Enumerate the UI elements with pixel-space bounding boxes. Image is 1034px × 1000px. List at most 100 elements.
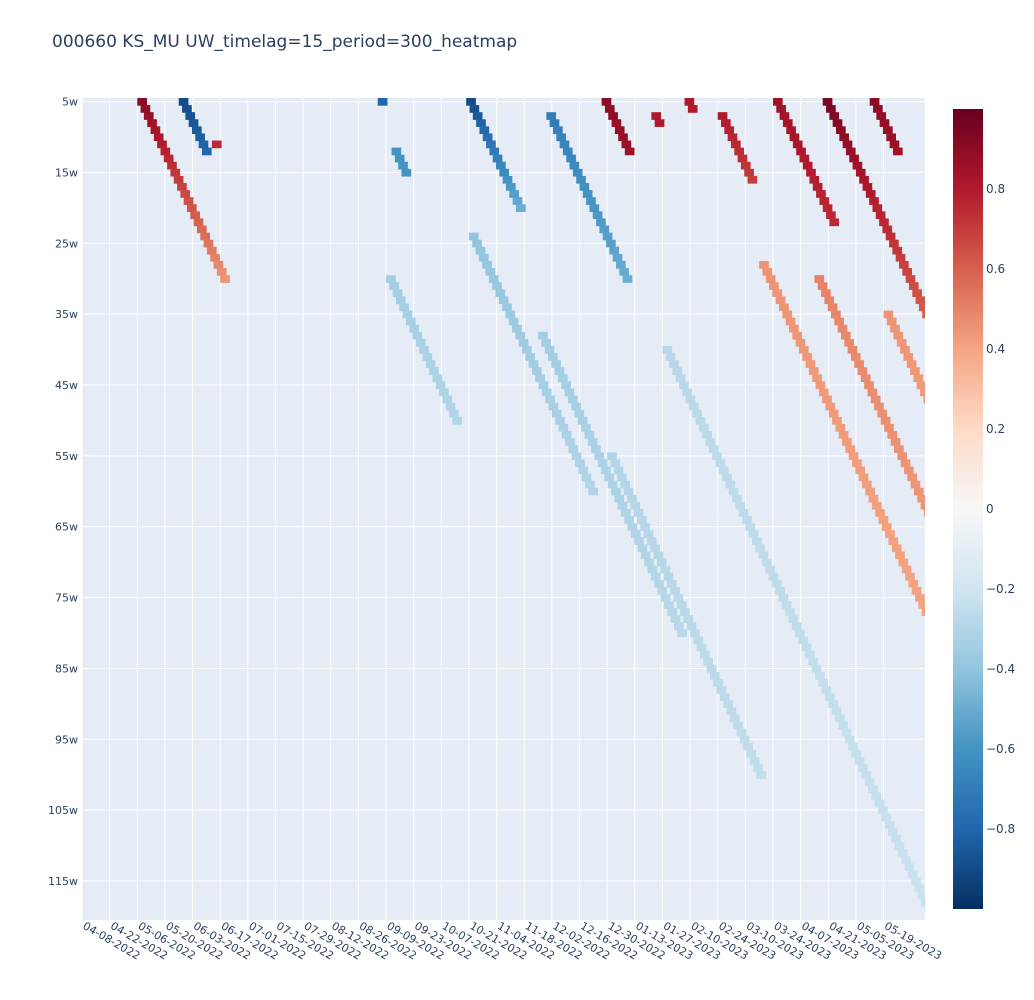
heatmap-cell — [877, 409, 888, 418]
y-tick-label: 35w — [55, 308, 78, 321]
heatmap-cell — [748, 530, 759, 538]
heatmap-cell — [670, 586, 680, 595]
heatmap-cell — [879, 119, 890, 127]
heatmap-cell — [808, 367, 819, 375]
heatmap-cell — [198, 140, 209, 149]
heatmap-cell — [686, 622, 697, 631]
heatmap-cell — [402, 310, 413, 319]
heatmap-cell — [730, 140, 741, 149]
heatmap-cell — [545, 395, 555, 404]
heatmap-cell — [822, 98, 833, 106]
heatmap-cell — [758, 551, 769, 560]
heatmap-cell — [644, 558, 654, 567]
heatmap-cell — [425, 360, 436, 368]
heatmap-cell — [884, 423, 894, 432]
heatmap-cell — [682, 388, 693, 397]
heatmap-cell — [1003, 566, 1013, 574]
heatmap-cell — [903, 353, 914, 361]
heatmap-cell — [882, 126, 893, 135]
heatmap-cell — [555, 416, 565, 425]
colorbar-tick-label: −0.4 — [986, 662, 1015, 676]
heatmap-cell — [210, 253, 220, 262]
heatmap-cell — [488, 275, 499, 283]
heatmap-cell — [604, 473, 615, 482]
heatmap-cell — [551, 409, 562, 418]
heatmap-cell — [898, 558, 909, 567]
heatmap-cell — [579, 183, 590, 191]
heatmap-cell — [892, 147, 903, 156]
heatmap-cell — [1023, 722, 1033, 730]
heatmap-cell — [660, 565, 670, 574]
heatmap-cell — [744, 168, 754, 177]
heatmap-cell — [636, 516, 647, 524]
heatmap-cell — [698, 423, 709, 432]
heatmap-cell — [551, 360, 561, 368]
heatmap-cells — [137, 98, 1034, 914]
heatmap-cell — [650, 572, 661, 581]
heatmap-cell — [742, 516, 752, 524]
heatmap-cell — [495, 289, 506, 298]
heatmap-cell — [630, 530, 641, 538]
heatmap-cell — [665, 353, 676, 361]
heatmap-cell — [926, 318, 936, 326]
heatmap-cell — [612, 253, 623, 262]
colorbar-tick-label: 0.6 — [986, 262, 1005, 276]
y-tick-label: 95w — [55, 733, 78, 746]
heatmap-cell — [885, 530, 895, 538]
heatmap-cell — [895, 551, 905, 560]
heatmap-cell — [509, 190, 519, 198]
heatmap-cell — [850, 353, 861, 361]
heatmap-cell — [140, 105, 151, 113]
heatmap-cell — [896, 338, 907, 347]
heatmap-cell — [726, 707, 737, 716]
heatmap-cell — [723, 700, 733, 709]
heatmap-cell — [798, 636, 809, 645]
heatmap-cell — [824, 693, 835, 701]
colorbar-tick-label: −0.6 — [986, 742, 1015, 756]
heatmap-cell — [578, 466, 589, 475]
heatmap-cell — [756, 771, 767, 779]
heatmap-cell — [943, 438, 953, 446]
heatmap-cell — [740, 161, 751, 170]
heatmap-cell — [607, 480, 618, 489]
heatmap-cell — [392, 289, 403, 298]
heatmap-cell — [654, 579, 664, 588]
heatmap-cell — [472, 239, 482, 248]
heatmap-cell — [596, 218, 606, 227]
heatmap-cell — [934, 530, 944, 538]
heatmap-cell — [167, 161, 177, 170]
heatmap-cell — [405, 317, 416, 326]
heatmap-cell — [572, 168, 583, 177]
heatmap-cell — [844, 338, 854, 347]
heatmap-cell — [561, 431, 572, 439]
heatmap-cell — [940, 431, 950, 439]
heatmap-cell — [737, 154, 748, 163]
heatmap-cell — [1029, 622, 1034, 630]
heatmap-cell — [619, 268, 629, 276]
heatmap-cell — [872, 204, 883, 212]
heatmap-cell — [615, 260, 626, 269]
heatmap-cell — [531, 367, 542, 375]
heatmap-cell — [775, 296, 786, 305]
heatmap-cell — [203, 239, 214, 248]
heatmap-cell — [183, 197, 194, 205]
heatmap-cell — [775, 586, 785, 595]
heatmap-cell — [611, 119, 622, 127]
heatmap-cell — [811, 664, 822, 673]
heatmap-cell — [575, 459, 585, 468]
heatmap-cell — [875, 509, 885, 517]
heatmap-cell — [905, 275, 916, 283]
heatmap-cell — [163, 154, 174, 163]
heatmap-cell — [577, 416, 588, 425]
heatmap-cell — [582, 190, 593, 198]
heatmap-cell — [802, 353, 812, 361]
heatmap-cell — [469, 105, 480, 113]
heatmap-cell — [983, 523, 993, 531]
y-tick-label: 25w — [55, 237, 78, 250]
heatmap-cell — [891, 544, 902, 553]
heatmap-cell — [721, 119, 731, 127]
heatmap-cell — [819, 197, 830, 205]
heatmap-cell — [840, 331, 851, 340]
heatmap-cell — [937, 424, 947, 432]
heatmap-cell — [499, 168, 510, 177]
